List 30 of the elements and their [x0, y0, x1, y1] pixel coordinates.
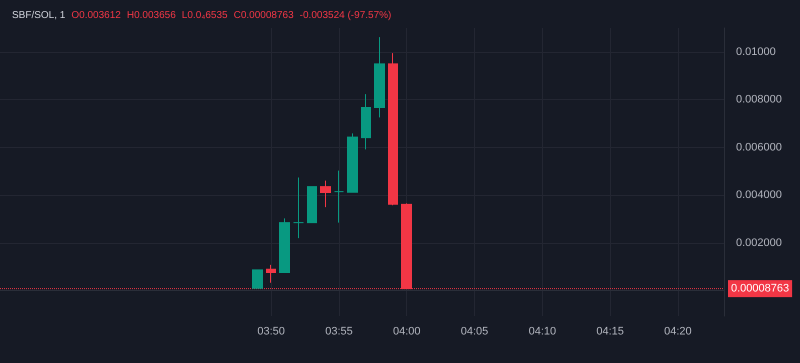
x-tick-label: 03:50 [257, 326, 285, 338]
x-tick-label: 04:05 [460, 326, 488, 338]
y-tick-label: 0.004000 [736, 189, 782, 202]
text: L0.0₄6535 [182, 10, 228, 21]
x-tick-label: 04:10 [528, 326, 556, 338]
y-tick-label: 0.002000 [736, 236, 782, 249]
candlestick [279, 218, 290, 274]
candlestick [361, 94, 371, 150]
x-tick-label: 04:20 [664, 326, 692, 338]
candlestick [334, 170, 344, 224]
text: O0.003612 [71, 10, 121, 21]
ref-line-label: 0.00008763 [731, 282, 790, 295]
x-tick-label: 03:55 [325, 326, 353, 338]
y-tick-label: 0.008000 [736, 94, 782, 106]
x-tick-label: 04:00 [392, 326, 421, 338]
y-tick-label: 0.006000 [736, 141, 782, 154]
text: H0.003656 [126, 10, 176, 21]
candlestick [307, 186, 317, 224]
text: C0.00008763 [234, 10, 294, 21]
chart-title: SBF/SOL, 1 [12, 10, 66, 21]
y-tick-label: 0.01000 [736, 46, 776, 58]
x-tick-label: 04:15 [596, 326, 624, 338]
text: -0.003524 (-97.57%) [300, 10, 392, 21]
candlestick [374, 36, 385, 118]
candlestick [293, 176, 304, 239]
candlestick [320, 180, 331, 208]
candlestick [388, 52, 398, 206]
candlestick [347, 132, 358, 193]
candlestick [266, 264, 276, 284]
candlestick [252, 269, 263, 289]
